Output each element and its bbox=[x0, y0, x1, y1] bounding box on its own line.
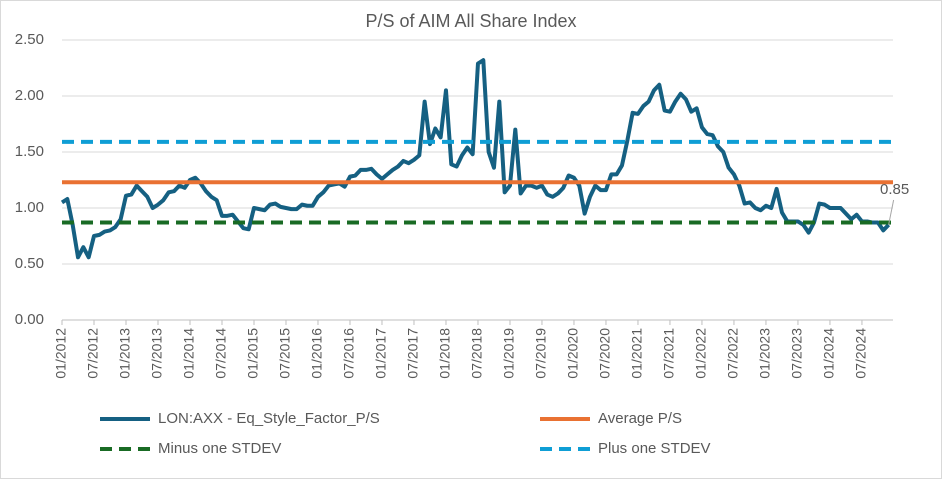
y-tick-label: 0.50 bbox=[15, 255, 44, 272]
y-tick-label: 0.00 bbox=[15, 311, 44, 328]
x-tick-label: 01/2013 bbox=[117, 328, 133, 379]
x-tick-label: 01/2018 bbox=[437, 328, 453, 379]
x-tick-label: 07/2021 bbox=[661, 328, 677, 379]
x-tick-label: 01/2017 bbox=[373, 328, 389, 379]
annotation-leader bbox=[888, 199, 895, 225]
x-tick-label: 01/2022 bbox=[693, 328, 709, 379]
x-tick-label: 01/2020 bbox=[565, 328, 581, 379]
x-tick-label: 01/2016 bbox=[309, 328, 325, 379]
x-tick-label: 01/2015 bbox=[245, 328, 261, 379]
x-tick-label: 01/2024 bbox=[821, 328, 837, 379]
y-tick-label: 2.50 bbox=[15, 31, 44, 48]
x-tick-label: 07/2022 bbox=[725, 328, 741, 379]
x-tick-label: 01/2019 bbox=[501, 328, 517, 379]
x-tick-label: 07/2017 bbox=[405, 328, 421, 379]
x-tick-label: 01/2023 bbox=[757, 328, 773, 379]
x-tick-label: 01/2012 bbox=[53, 328, 69, 379]
x-tick-label: 01/2014 bbox=[181, 328, 197, 379]
legend-label: Average P/S bbox=[598, 410, 682, 427]
y-tick-label: 2.00 bbox=[15, 87, 44, 104]
chart-title: P/S of AIM All Share Index bbox=[365, 11, 576, 31]
x-tick-label: 01/2021 bbox=[629, 328, 645, 379]
x-tick-label: 07/2012 bbox=[85, 328, 101, 379]
y-tick-label: 1.00 bbox=[15, 199, 44, 216]
annotation: 0.85 bbox=[880, 181, 909, 198]
x-tick-label: 07/2016 bbox=[341, 328, 357, 379]
x-tick-label: 07/2014 bbox=[213, 328, 229, 379]
x-tick-label: 07/2023 bbox=[789, 328, 805, 379]
x-tick-label: 07/2019 bbox=[533, 328, 549, 379]
legend-label: Minus one STDEV bbox=[158, 440, 281, 457]
x-tick-label: 07/2015 bbox=[277, 328, 293, 379]
x-tick-label: 07/2018 bbox=[469, 328, 485, 379]
legend-label: Plus one STDEV bbox=[598, 440, 711, 457]
legend-label: LON:AXX - Eq_Style_Factor_P/S bbox=[158, 410, 380, 427]
x-tick-label: 07/2013 bbox=[149, 328, 165, 379]
y-tick-label: 1.50 bbox=[15, 143, 44, 160]
x-tick-label: 07/2020 bbox=[597, 328, 613, 379]
x-tick-label: 07/2024 bbox=[853, 328, 869, 379]
